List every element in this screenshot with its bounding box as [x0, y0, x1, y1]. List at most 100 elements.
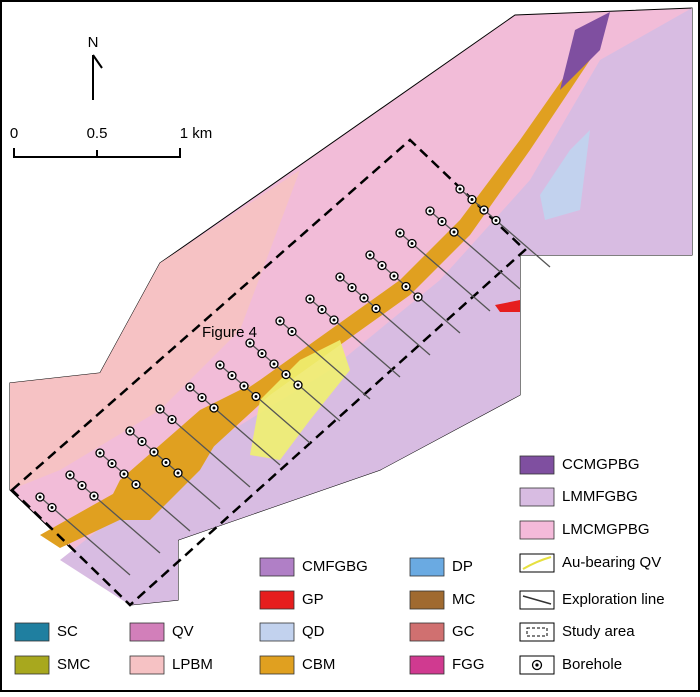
borehole-dot [176, 471, 180, 475]
borehole-dot [350, 286, 354, 289]
legend-swatch [409, 590, 445, 610]
ccmgpbg-zone [560, 12, 610, 90]
legend-label: Au-bearing QV [562, 554, 661, 571]
legend-icon [535, 663, 539, 667]
legend-swatch [259, 622, 295, 642]
scale-line [13, 148, 181, 158]
legend-label: CCMGPBG [562, 456, 640, 473]
borehole-dot [332, 318, 336, 322]
figure-label: Figure 4 [202, 324, 257, 341]
legend-swatch [519, 520, 555, 540]
borehole-dot [38, 495, 42, 499]
borehole-dot [290, 330, 294, 333]
lmmfgbg-zone [60, 8, 692, 605]
borehole-dot [458, 187, 462, 191]
legend-label: LMCMGPBG [562, 521, 650, 538]
borehole-dot [272, 362, 276, 366]
borehole-dot [92, 494, 96, 498]
borehole-dot [494, 219, 498, 222]
borehole-dot [158, 407, 162, 411]
legend-icon [522, 556, 552, 570]
north-head [92, 54, 103, 69]
legend-label: DP [452, 558, 473, 575]
borehole-dot [470, 198, 474, 201]
legend-label: FGG [452, 656, 485, 673]
legend-label: LMMFGBG [562, 488, 638, 505]
legend-swatch [129, 655, 165, 675]
legend-swatch [519, 455, 555, 475]
legend-label: QV [172, 623, 194, 640]
legend-label: Borehole [562, 656, 622, 673]
legend-label: CBM [302, 656, 335, 673]
borehole-dot [440, 220, 444, 223]
borehole-dot [98, 451, 102, 455]
borehole-dot [398, 231, 402, 235]
qd-body [540, 130, 590, 220]
legend-label: Exploration line [562, 591, 665, 608]
legend-swatch [259, 590, 295, 610]
legend-icon [526, 627, 548, 637]
legend-swatch [14, 655, 50, 675]
borehole-dot [380, 264, 384, 267]
legend-swatch [14, 622, 50, 642]
borehole-dot [68, 473, 72, 477]
legend-swatch [409, 655, 445, 675]
north-label: N [88, 34, 99, 51]
legend-swatch [259, 557, 295, 577]
borehole-dot [296, 383, 300, 387]
borehole-dot [122, 472, 126, 476]
exploration-lines [35, 184, 551, 576]
au-qv-zone [250, 340, 350, 460]
gp-body [495, 300, 520, 312]
borehole-dot [164, 461, 168, 464]
borehole-dot [230, 374, 234, 377]
borehole-dot [284, 373, 288, 376]
lpbm-zone [10, 170, 300, 490]
borehole-dot [452, 230, 456, 234]
borehole-dot [260, 352, 264, 355]
scale-label: 0.5 [87, 125, 108, 142]
borehole-dot [140, 440, 144, 443]
borehole-dot [212, 406, 216, 410]
scale-label: 0 [10, 125, 18, 142]
legend-swatch [129, 622, 165, 642]
borehole-dot [170, 418, 174, 421]
legend-label: CMFGBG [302, 558, 368, 575]
borehole-dot [218, 363, 222, 367]
borehole-dot [416, 295, 420, 299]
legend-swatch [259, 655, 295, 675]
borehole-dot [242, 384, 246, 388]
study-area [10, 138, 527, 607]
scale-label: 1 km [180, 125, 213, 142]
borehole-dot [404, 285, 408, 288]
legend-label: MC [452, 591, 475, 608]
borehole-dot [248, 341, 252, 345]
borehole-dot [110, 462, 114, 465]
borehole-dot [410, 242, 414, 245]
borehole-dot [362, 296, 366, 300]
borehole-dot [374, 307, 378, 310]
legend-swatch [519, 487, 555, 507]
borehole-dot [278, 319, 282, 323]
legend-label: GC [452, 623, 475, 640]
borehole-dot [368, 253, 372, 257]
legend-swatch [409, 622, 445, 642]
legend-label: SMC [57, 656, 91, 673]
legend-label: SC [57, 623, 78, 640]
legend-label: Study area [562, 623, 635, 640]
legend-label: LPBM [172, 656, 213, 673]
borehole-dot [188, 385, 192, 389]
borehole-dot [338, 275, 342, 279]
legend-swatch [519, 622, 555, 642]
borehole-dot [50, 506, 54, 509]
scale-bar: 0 0.5 1 km [10, 125, 213, 158]
borehole-dot [308, 297, 312, 301]
borehole-dot [482, 208, 486, 212]
borehole-dot [200, 396, 204, 399]
legend-swatch [409, 557, 445, 577]
borehole-dot [392, 274, 396, 278]
borehole-dot [254, 395, 258, 398]
legend-label: GP [302, 591, 324, 608]
borehole-dot [80, 484, 84, 487]
